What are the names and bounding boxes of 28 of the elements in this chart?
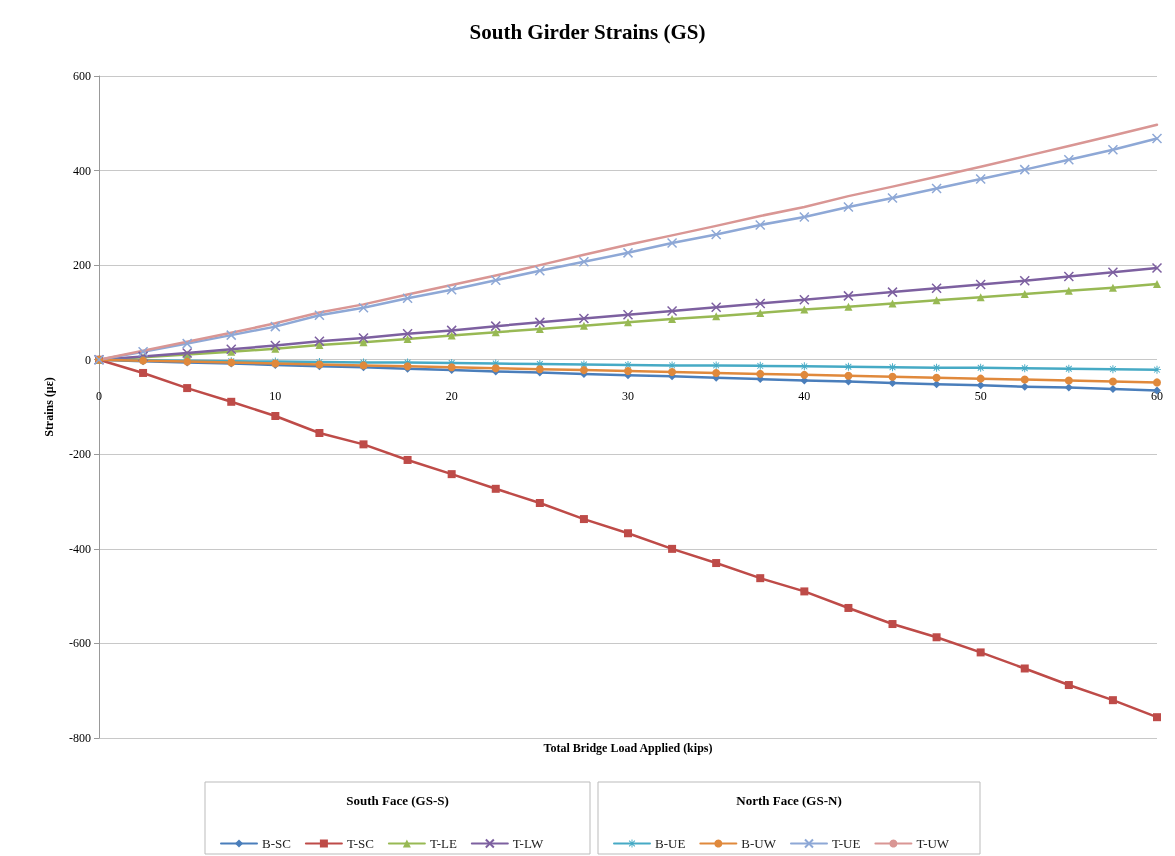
x-tick-label: 10 xyxy=(269,388,282,403)
x-tick-label: 20 xyxy=(445,388,458,403)
x-tick-label: 0 xyxy=(96,388,102,403)
legend-label: B-UE xyxy=(655,836,686,851)
legend-label: B-SC xyxy=(262,836,291,851)
legend-label: T-LE xyxy=(429,836,457,851)
text: South Face (GS-S) xyxy=(346,793,449,808)
legend-label: B-UW xyxy=(741,836,777,851)
y-tick-label: 400 xyxy=(73,163,91,178)
x-axis-title: Total Bridge Load Applied (kips) xyxy=(543,741,713,755)
y-tick-label: 600 xyxy=(73,69,91,83)
y-tick-label: -800 xyxy=(69,731,91,745)
y-tick-label: 200 xyxy=(73,258,91,273)
y-axis-title: Strains (με) xyxy=(42,377,56,437)
chart-title: South Girder Strains (GS) xyxy=(469,19,706,44)
y-tick-label: -400 xyxy=(69,541,91,556)
text: North Face (GS-N) xyxy=(736,793,842,808)
legend-label: T-UE xyxy=(831,836,861,851)
legend-label: T-UW xyxy=(916,836,950,851)
y-tick-label: -200 xyxy=(69,447,91,462)
legend-label: T-SC xyxy=(346,836,374,851)
y-tick-label: 0 xyxy=(85,352,91,367)
x-tick-label: 30 xyxy=(622,388,634,403)
x-tick-label: 60 xyxy=(1151,388,1163,403)
legend-label: T-LW xyxy=(512,836,544,851)
y-tick-label: -600 xyxy=(69,636,91,651)
x-tick-label: 40 xyxy=(798,388,811,403)
x-tick-label: 50 xyxy=(974,388,987,403)
